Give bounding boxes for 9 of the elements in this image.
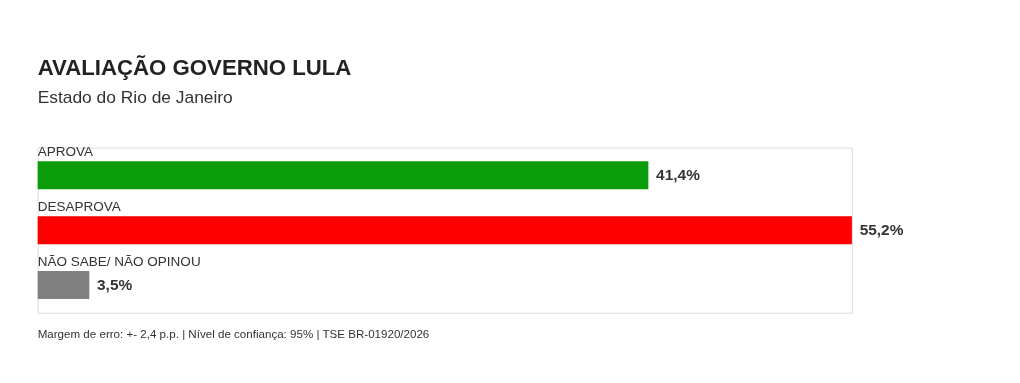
text: Margem de erro: +- 2,4 p.p. | Nível de confiança: 95% | TSE BR-01920/2026 — [37, 327, 430, 340]
data-label: 55,2% — [859, 221, 904, 238]
data-label: 41,4% — [656, 166, 701, 184]
y-tick-label: NÃO SABE/ NÃO OPINOU — [37, 253, 201, 269]
y-tick-label: DESAPROVA — [37, 198, 121, 214]
y-tick-label: APROVA — [37, 143, 94, 159]
chart-title: AVALIAÇÃO GOVERNO LULA — [37, 54, 352, 80]
chart-subtitle: Estado do Rio de Janeiro — [37, 86, 233, 107]
data-label: 3,5% — [97, 275, 133, 293]
